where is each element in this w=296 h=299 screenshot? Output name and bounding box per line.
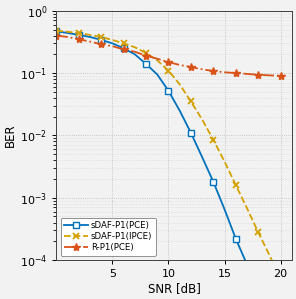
sDAF-P1(PCE): [133, 53, 136, 56]
Line: R-P1(PCE): R-P1(PCE): [52, 31, 285, 80]
sDAF-P1(PCE): [77, 33, 81, 37]
sDAF-P1(PCE): [212, 180, 215, 184]
sDAF-P1(IPCE): [189, 100, 193, 103]
R-P1(PCE): [167, 60, 170, 64]
R-P1(PCE): [212, 69, 215, 73]
sDAF-P1(IPCE): [223, 160, 226, 163]
R-P1(PCE): [279, 74, 282, 78]
R-P1(PCE): [111, 45, 114, 48]
sDAF-P1(IPCE): [256, 230, 260, 234]
sDAF-P1(IPCE): [268, 253, 271, 257]
R-P1(PCE): [189, 65, 193, 69]
sDAF-P1(PCE): [234, 237, 237, 240]
sDAF-P1(PCE): [111, 42, 114, 45]
sDAF-P1(PCE): [88, 35, 92, 39]
sDAF-P1(IPCE): [99, 35, 103, 39]
sDAF-P1(PCE): [178, 109, 181, 112]
R-P1(PCE): [245, 72, 249, 76]
sDAF-P1(IPCE): [88, 33, 92, 37]
Line: sDAF-P1(PCE): sDAF-P1(PCE): [54, 28, 283, 299]
sDAF-P1(IPCE): [122, 42, 126, 45]
R-P1(PCE): [178, 63, 181, 67]
R-P1(PCE): [54, 34, 58, 37]
sDAF-P1(IPCE): [245, 206, 249, 210]
sDAF-P1(PCE): [54, 29, 58, 33]
R-P1(PCE): [155, 57, 159, 60]
R-P1(PCE): [256, 73, 260, 77]
sDAF-P1(PCE): [245, 263, 249, 266]
R-P1(PCE): [122, 48, 126, 51]
sDAF-P1(PCE): [200, 155, 204, 159]
R-P1(PCE): [66, 35, 69, 39]
R-P1(PCE): [268, 74, 271, 77]
Line: sDAF-P1(IPCE): sDAF-P1(IPCE): [53, 27, 284, 282]
R-P1(PCE): [88, 40, 92, 43]
sDAF-P1(PCE): [155, 73, 159, 76]
sDAF-P1(PCE): [189, 131, 193, 135]
sDAF-P1(PCE): [144, 62, 148, 66]
Y-axis label: BER: BER: [4, 123, 17, 147]
X-axis label: SNR [dB]: SNR [dB]: [148, 282, 200, 295]
sDAF-P1(IPCE): [167, 69, 170, 72]
sDAF-P1(IPCE): [234, 183, 237, 187]
R-P1(PCE): [77, 37, 81, 41]
sDAF-P1(IPCE): [200, 118, 204, 121]
sDAF-P1(IPCE): [77, 31, 81, 35]
R-P1(PCE): [99, 42, 103, 46]
sDAF-P1(PCE): [66, 31, 69, 35]
sDAF-P1(IPCE): [212, 138, 215, 142]
sDAF-P1(IPCE): [111, 38, 114, 42]
sDAF-P1(IPCE): [155, 59, 159, 62]
Legend: sDAF-P1(PCE), sDAF-P1(IPCE), R-P1(PCE): sDAF-P1(PCE), sDAF-P1(IPCE), R-P1(PCE): [61, 218, 156, 256]
sDAF-P1(IPCE): [54, 29, 58, 32]
sDAF-P1(IPCE): [178, 83, 181, 86]
sDAF-P1(PCE): [122, 46, 126, 50]
sDAF-P1(PCE): [99, 38, 103, 42]
R-P1(PCE): [234, 71, 237, 75]
sDAF-P1(PCE): [167, 89, 170, 93]
sDAF-P1(IPCE): [279, 277, 282, 280]
R-P1(PCE): [133, 50, 136, 54]
sDAF-P1(PCE): [256, 289, 260, 293]
R-P1(PCE): [200, 68, 204, 71]
sDAF-P1(PCE): [223, 208, 226, 211]
sDAF-P1(IPCE): [144, 51, 148, 55]
R-P1(PCE): [144, 54, 148, 57]
R-P1(PCE): [223, 71, 226, 74]
sDAF-P1(IPCE): [66, 30, 69, 33]
sDAF-P1(IPCE): [133, 45, 136, 49]
